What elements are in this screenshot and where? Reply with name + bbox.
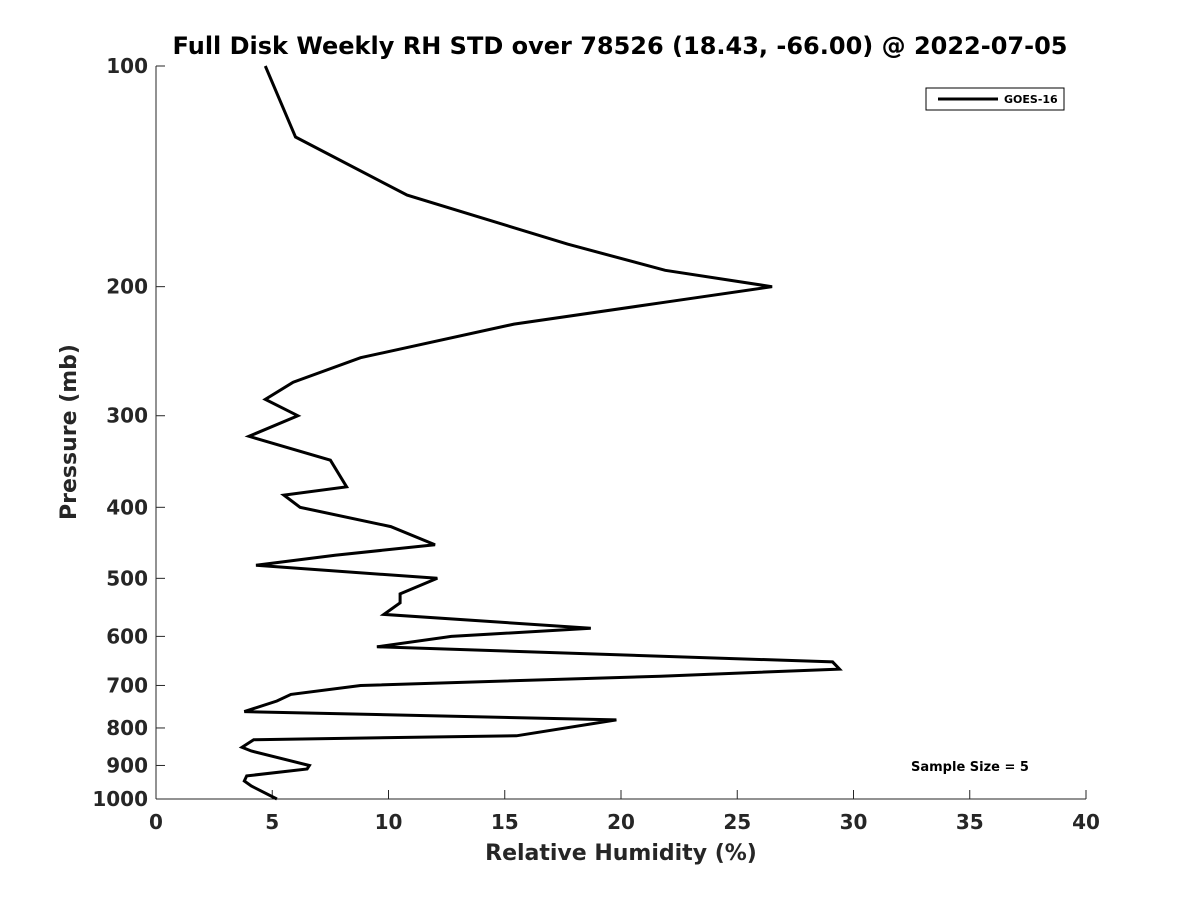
y-tick-label: 700 <box>106 673 148 697</box>
y-tick-label: 900 <box>106 753 148 777</box>
y-tick-label: 800 <box>106 716 148 740</box>
sample-size-annotation: Sample Size = 5 <box>911 760 1029 775</box>
x-tick-label: 0 <box>149 810 163 834</box>
x-tick-label: 25 <box>723 810 751 834</box>
x-ticks: 0 5 10 15 20 25 30 35 40 <box>149 790 1100 834</box>
y-tick-label: 100 <box>106 54 148 78</box>
x-tick-label: 5 <box>265 810 279 834</box>
y-tick-label: 200 <box>106 275 148 299</box>
x-tick-label: 15 <box>491 810 519 834</box>
y-tick-label: 500 <box>106 566 148 590</box>
legend: GOES-16 <box>925 87 1065 111</box>
y-tick-label: 300 <box>106 404 148 428</box>
y-tick-label: 1000 <box>92 787 148 811</box>
y-ticks: 100 200 300 400 500 600 700 800 900 1000 <box>92 54 165 811</box>
series-lines <box>238 65 843 801</box>
legend-label-goes-16: GOES-16 <box>1004 93 1058 106</box>
y-tick-label: 400 <box>106 495 148 519</box>
y-tick-label: 600 <box>106 624 148 648</box>
chart-title: Full Disk Weekly RH STD over 78526 (18.4… <box>173 32 1068 60</box>
x-axis-label: Relative Humidity (%) <box>485 841 757 866</box>
x-tick-label: 20 <box>607 810 635 834</box>
series-line-goes-16 <box>238 65 843 801</box>
x-tick-label: 30 <box>840 810 868 834</box>
x-tick-label: 35 <box>956 810 984 834</box>
plot-area: 0 5 10 15 20 25 30 35 40 100 200 300 400 500 600 700 80… <box>92 54 1100 834</box>
x-tick-label: 10 <box>375 810 403 834</box>
x-tick-label: 40 <box>1072 810 1100 834</box>
y-axis-label: Pressure (mb) <box>57 344 82 520</box>
